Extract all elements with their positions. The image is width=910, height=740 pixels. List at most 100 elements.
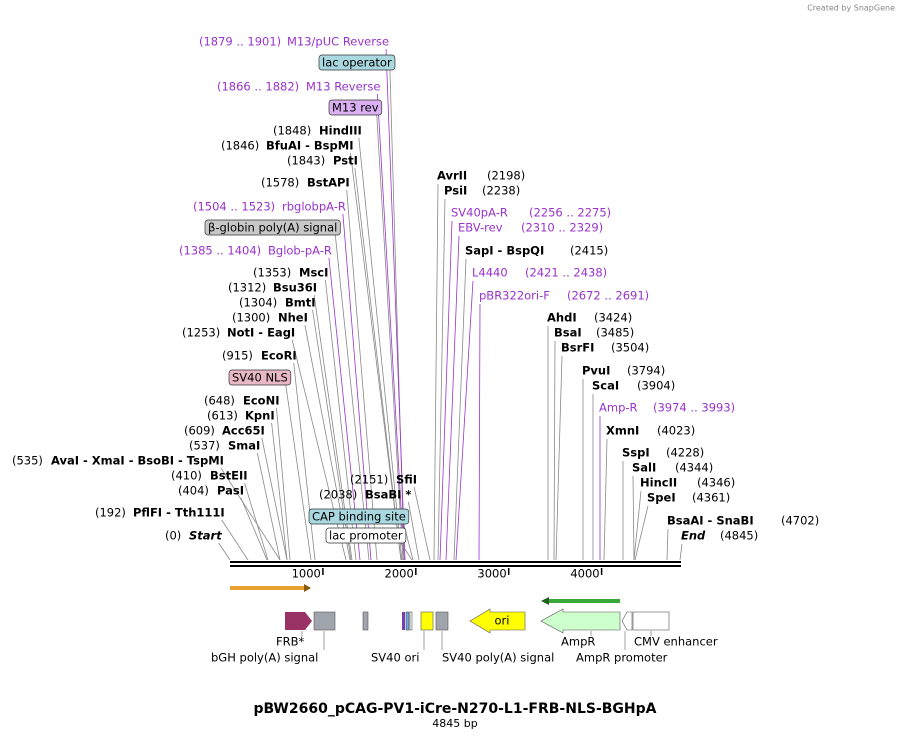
site-name: AvrII [437, 169, 467, 183]
feature-box [204, 219, 341, 236]
site-position: (537) [189, 439, 220, 453]
site-position: (192) [95, 506, 126, 520]
leader-line [455, 280, 474, 561]
site-position: (1578) [261, 176, 299, 190]
leader-line [220, 467, 281, 561]
leader-line [478, 303, 481, 561]
leader-line [354, 167, 402, 561]
site-position: (4702) [781, 514, 819, 528]
leader-line [334, 234, 370, 561]
site-position: (1300) [232, 311, 270, 325]
feature [362, 611, 369, 631]
feature-box-label: lac operator [322, 56, 392, 70]
site-position: (535) [12, 454, 43, 468]
leader-line [240, 497, 268, 561]
site-position: (1843) [287, 154, 325, 168]
site-position: (2310 .. 2329) [521, 221, 603, 235]
leader-line [555, 355, 563, 561]
leader-line [437, 198, 446, 561]
site-position: (2038) [319, 488, 357, 502]
site-name: MscI [299, 266, 328, 280]
watermark: Created by SnapGene [807, 4, 895, 13]
site-position: (3794) [627, 364, 665, 378]
site-name: PstI [333, 154, 358, 168]
leader-line [376, 114, 404, 561]
site-position: (1353) [253, 266, 291, 280]
site-position: (1304) [239, 296, 277, 310]
orf-arrow [304, 584, 311, 592]
site-position: (2421 .. 2438) [525, 266, 607, 280]
feature-box-label: CAP binding site [312, 510, 406, 524]
site-name: L4440 [472, 266, 508, 280]
site-name: BstEII [210, 469, 248, 483]
site-name: PsiI [444, 184, 467, 198]
feature-label: ori [495, 614, 510, 628]
map-title: pBW2660_pCAG-PV1-iCre-N270-L1-FRB-NLS-BG… [253, 701, 656, 717]
leader-line [633, 490, 642, 561]
leader-line [433, 183, 439, 561]
leader-line [439, 220, 453, 561]
feature-box-label: lac promoter [329, 529, 403, 543]
site-name: HindIII [319, 124, 362, 138]
leader-line [553, 340, 556, 561]
site-position: (3974 .. 3993) [653, 401, 735, 415]
site-position: (0) [165, 529, 181, 543]
leader-line [358, 137, 403, 561]
ruler-label: 4000 [570, 567, 599, 581]
site-name: SspI [622, 446, 650, 460]
site-name: BmtI [285, 296, 316, 310]
feature-leaders [301, 631, 652, 650]
site-position: (2151) [350, 473, 388, 487]
site-position: (613) [207, 409, 238, 423]
feature-box-label: M13 rev [332, 101, 379, 115]
ruler-label: 2000 [385, 567, 414, 581]
site-position: (609) [184, 424, 215, 438]
site-name: AhdI [547, 311, 577, 325]
feature [402, 612, 405, 630]
site-name: SpeI [647, 491, 676, 505]
leader-line [342, 213, 372, 561]
site-position: (2672 .. 2691) [567, 289, 649, 303]
site-name: Start [189, 529, 222, 543]
feature-sv40-ori [420, 611, 434, 631]
feature-label: SV40 poly(A) signal [442, 651, 554, 665]
site-name: BsaI [554, 326, 582, 340]
ruler-label: 1000 [292, 567, 321, 581]
site-position: (4344) [675, 461, 713, 475]
feature-box-label: β-globin poly(A) signal [208, 221, 337, 235]
feature-ori [469, 608, 526, 634]
feature-ampr-promoter [621, 611, 633, 631]
site-name: Bglob-pA-R [268, 244, 332, 258]
site-position: (4845) [720, 529, 758, 543]
site-name: SalI [632, 461, 656, 475]
feature-label: bGH poly(A) signal [211, 651, 318, 665]
site-name: BfuAI - BspMI [266, 139, 353, 153]
leader-line [666, 528, 669, 561]
site-name: End [681, 529, 706, 543]
map-length: 4845 bp [432, 717, 477, 730]
site-name: NheI [278, 311, 308, 325]
feature-frb [285, 612, 312, 630]
site-position: (1253) [182, 326, 220, 340]
site-position: (4228) [666, 446, 704, 460]
leader-line [385, 48, 406, 561]
feature-ampr [540, 608, 621, 634]
leader-line [291, 339, 347, 561]
leader-line [271, 422, 288, 561]
leader-line [293, 362, 316, 561]
site-name: BsaAI - SnaBI [667, 514, 754, 528]
site-name: XmnI [606, 424, 639, 438]
leader-line [346, 189, 378, 561]
feature-box [325, 527, 407, 544]
site-name: BsaBI * [365, 488, 411, 502]
site-position: (915) [222, 349, 253, 363]
feature-label: FRB* [276, 635, 304, 649]
leader-line [377, 93, 405, 561]
leader-line [445, 235, 460, 561]
leader-line [285, 384, 312, 561]
site-name: NotI - EagI [227, 326, 295, 340]
site-position: (3904) [637, 379, 675, 393]
leader-line [603, 438, 608, 561]
site-name: pBR322ori-F [479, 289, 550, 303]
leader-line [408, 501, 420, 561]
